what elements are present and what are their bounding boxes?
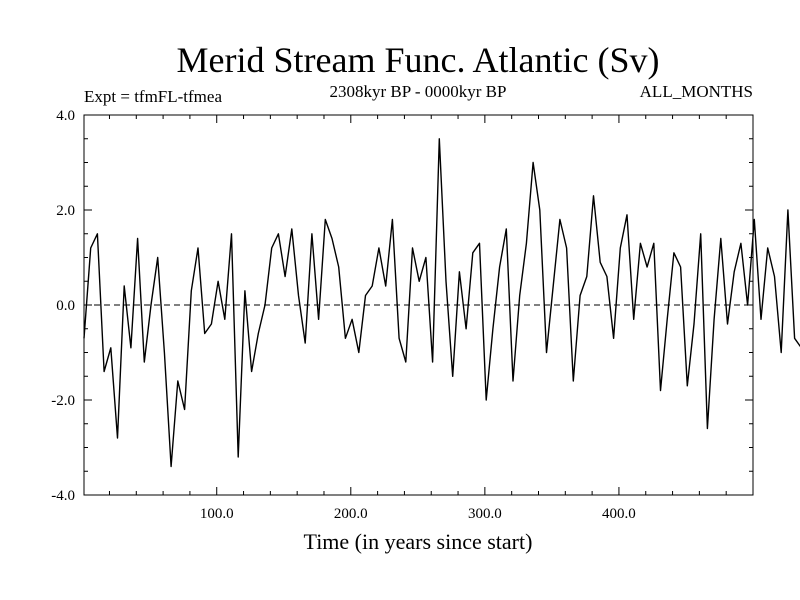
chart-title: Merid Stream Func. Atlantic (Sv) xyxy=(177,40,660,80)
plot-frame xyxy=(83,114,754,496)
y-tick-label: 4.0 xyxy=(56,108,75,124)
x-axis-label: Time (in years since start) xyxy=(304,529,533,554)
time-range-label: 2308kyr BP - 0000kyr BP xyxy=(330,82,507,101)
months-label: ALL_MONTHS xyxy=(640,82,753,101)
x-tick-label: 300.0 xyxy=(468,506,502,522)
y-tick-label: 0.0 xyxy=(56,298,75,314)
experiment-label: Expt = tfmFL-tfmea xyxy=(84,87,222,106)
y-tick-label: -4.0 xyxy=(51,488,75,504)
series-line xyxy=(83,138,800,468)
plot-area: 4.0 2.0 0.0 -2.0 -4.0 100.0 200.0 300.0 400.0 xyxy=(51,108,800,522)
y-tick-label: -2.0 xyxy=(51,393,75,409)
x-tick-label: 400.0 xyxy=(602,506,636,522)
x-tick-label: 100.0 xyxy=(200,506,234,522)
y-tick-label: 2.0 xyxy=(56,203,75,219)
x-tick-label: 200.0 xyxy=(334,506,368,522)
